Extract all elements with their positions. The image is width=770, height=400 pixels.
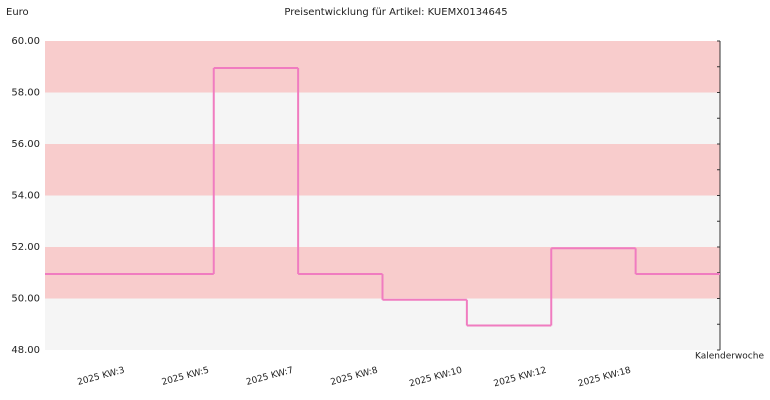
x-tick-label: 2025 KW:3 bbox=[76, 366, 125, 388]
band bbox=[45, 298, 720, 350]
x-tick-label: 2025 KW:8 bbox=[330, 366, 380, 388]
chart-title: Preisentwicklung für Artikel: KUEMX01346… bbox=[284, 7, 507, 18]
x-tick-label: 2025 KW:12 bbox=[493, 366, 548, 390]
y-tick-label: 56.00 bbox=[11, 139, 40, 150]
band bbox=[45, 92, 720, 144]
band bbox=[45, 41, 720, 93]
x-tick-label: 2025 KW:5 bbox=[161, 366, 210, 388]
y-tick-label: 54.00 bbox=[11, 191, 40, 202]
y-tick-label: 50.00 bbox=[11, 294, 40, 305]
band bbox=[45, 144, 720, 196]
x-tick-label: 2025 KW:7 bbox=[245, 366, 294, 388]
y-axis-label: Euro bbox=[6, 7, 29, 18]
x-axis-label: Kalenderwoche bbox=[695, 352, 764, 362]
band bbox=[45, 195, 720, 247]
y-tick-label: 60.00 bbox=[11, 36, 40, 47]
y-tick-label: 58.00 bbox=[11, 88, 40, 99]
x-tick-label: 2025 KW:18 bbox=[577, 366, 632, 390]
x-tick-label: 2025 KW:10 bbox=[408, 366, 463, 390]
y-tick-label: 48.00 bbox=[11, 345, 40, 356]
y-tick-label: 52.00 bbox=[11, 242, 40, 253]
